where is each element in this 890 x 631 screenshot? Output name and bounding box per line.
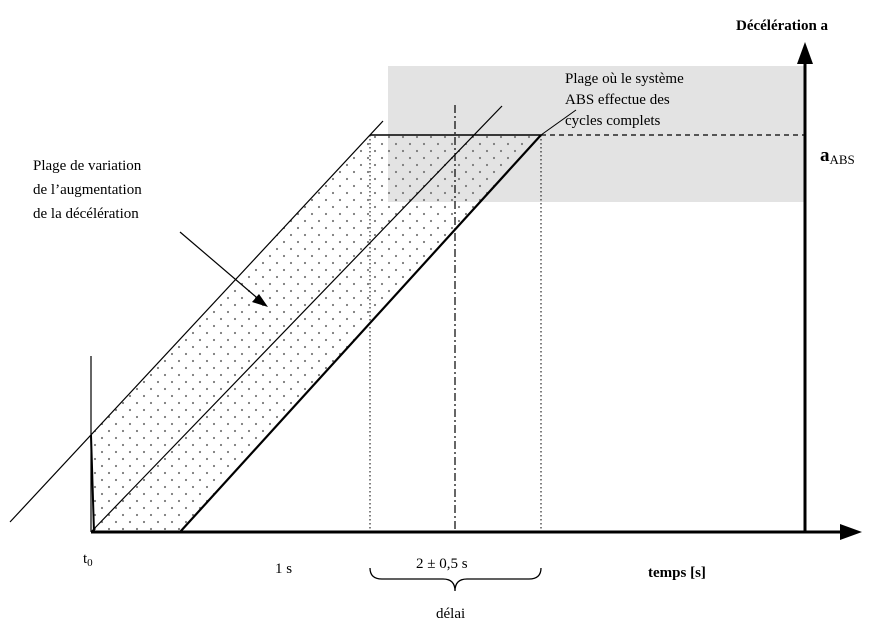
variation-arrowhead [252, 294, 268, 307]
delay-label: délai [436, 606, 465, 622]
y-axis-label: Décélération a [736, 18, 829, 34]
variation-label-line-1: Plage de variation [33, 158, 142, 174]
t0-main: t [83, 551, 88, 567]
abs-zone-pointer [540, 109, 577, 136]
variation-band [91, 135, 541, 532]
a-abs-main: a [820, 145, 830, 166]
abs-zone-label-line-2: ABS effectue des [565, 92, 670, 108]
variation-label-line-2: de l’augmentation [33, 182, 142, 198]
t0-step [90, 434, 95, 533]
x-axis-arrowhead [840, 524, 862, 540]
a-abs-sub: ABS [830, 152, 855, 167]
a-abs-label: aABS [820, 145, 855, 167]
delay-brace [369, 567, 542, 592]
nominal-line [90, 105, 503, 533]
abs-zone-label-line-1: Plage où le système [565, 71, 684, 87]
variation-pointer [179, 231, 263, 303]
abs-zone-label-line-3: cycles complets [565, 113, 661, 129]
t0-sub: 0 [87, 557, 93, 569]
x-axis-label: temps [s] [648, 565, 706, 581]
upper-bound-line [9, 120, 384, 523]
one-second-tick-label: 1 s [275, 561, 292, 577]
y-axis-arrowhead [797, 42, 813, 64]
lower-bound-line [179, 134, 542, 533]
window-tick-label: 2 ± 0,5 s [416, 556, 468, 572]
t0-tick-label: t0 [83, 551, 93, 569]
variation-label-line-3: de la décélération [33, 206, 139, 222]
